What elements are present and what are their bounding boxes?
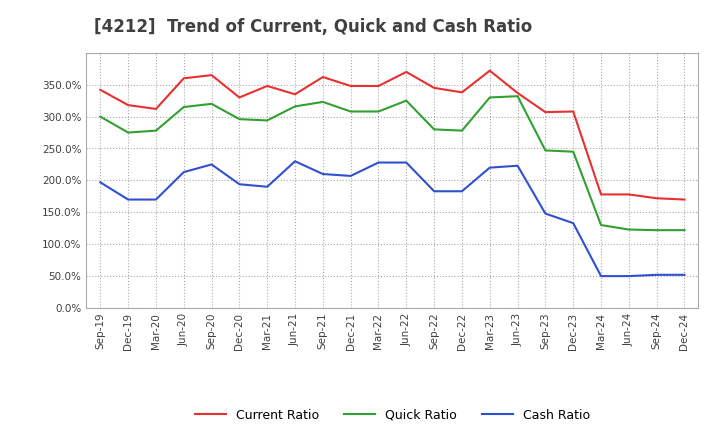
Text: [4212]  Trend of Current, Quick and Cash Ratio: [4212] Trend of Current, Quick and Cash … xyxy=(94,18,532,36)
Current Ratio xyxy=(541,110,550,115)
Current Ratio xyxy=(652,196,661,201)
Current Ratio xyxy=(263,83,271,88)
Cash Ratio xyxy=(485,165,494,170)
Current Ratio xyxy=(152,106,161,112)
Current Ratio xyxy=(346,83,355,88)
Current Ratio xyxy=(318,74,327,80)
Quick Ratio xyxy=(569,149,577,154)
Quick Ratio xyxy=(652,227,661,233)
Quick Ratio xyxy=(318,99,327,105)
Cash Ratio xyxy=(207,162,216,167)
Current Ratio xyxy=(402,69,410,74)
Cash Ratio xyxy=(374,160,383,165)
Current Ratio xyxy=(597,192,606,197)
Current Ratio xyxy=(430,85,438,91)
Current Ratio xyxy=(624,192,633,197)
Quick Ratio xyxy=(291,104,300,109)
Cash Ratio xyxy=(430,189,438,194)
Cash Ratio xyxy=(318,171,327,176)
Cash Ratio xyxy=(235,182,243,187)
Current Ratio xyxy=(374,83,383,88)
Line: Cash Ratio: Cash Ratio xyxy=(100,161,685,276)
Cash Ratio xyxy=(152,197,161,202)
Quick Ratio xyxy=(541,148,550,153)
Quick Ratio xyxy=(597,223,606,228)
Cash Ratio xyxy=(96,180,104,185)
Quick Ratio xyxy=(179,104,188,110)
Cash Ratio xyxy=(291,159,300,164)
Current Ratio xyxy=(458,90,467,95)
Cash Ratio xyxy=(597,273,606,279)
Line: Quick Ratio: Quick Ratio xyxy=(100,96,685,230)
Quick Ratio xyxy=(96,114,104,119)
Quick Ratio xyxy=(402,98,410,103)
Cash Ratio xyxy=(402,160,410,165)
Legend: Current Ratio, Quick Ratio, Cash Ratio: Current Ratio, Quick Ratio, Cash Ratio xyxy=(189,403,595,426)
Quick Ratio xyxy=(374,109,383,114)
Cash Ratio xyxy=(680,272,689,278)
Current Ratio xyxy=(569,109,577,114)
Current Ratio xyxy=(291,92,300,97)
Cash Ratio xyxy=(346,173,355,179)
Cash Ratio xyxy=(263,184,271,189)
Current Ratio xyxy=(96,87,104,92)
Line: Current Ratio: Current Ratio xyxy=(100,71,685,199)
Cash Ratio xyxy=(124,197,132,202)
Current Ratio xyxy=(485,68,494,73)
Quick Ratio xyxy=(207,101,216,106)
Quick Ratio xyxy=(624,227,633,232)
Quick Ratio xyxy=(485,95,494,100)
Quick Ratio xyxy=(680,227,689,233)
Quick Ratio xyxy=(346,109,355,114)
Quick Ratio xyxy=(263,118,271,123)
Cash Ratio xyxy=(458,189,467,194)
Current Ratio xyxy=(235,95,243,100)
Current Ratio xyxy=(124,103,132,108)
Cash Ratio xyxy=(541,211,550,216)
Cash Ratio xyxy=(569,220,577,226)
Cash Ratio xyxy=(179,169,188,175)
Quick Ratio xyxy=(430,127,438,132)
Current Ratio xyxy=(207,73,216,78)
Current Ratio xyxy=(680,197,689,202)
Quick Ratio xyxy=(124,130,132,135)
Current Ratio xyxy=(513,90,522,95)
Quick Ratio xyxy=(235,117,243,122)
Quick Ratio xyxy=(513,94,522,99)
Cash Ratio xyxy=(513,163,522,169)
Cash Ratio xyxy=(652,272,661,278)
Cash Ratio xyxy=(624,273,633,279)
Quick Ratio xyxy=(152,128,161,133)
Quick Ratio xyxy=(458,128,467,133)
Current Ratio xyxy=(179,76,188,81)
